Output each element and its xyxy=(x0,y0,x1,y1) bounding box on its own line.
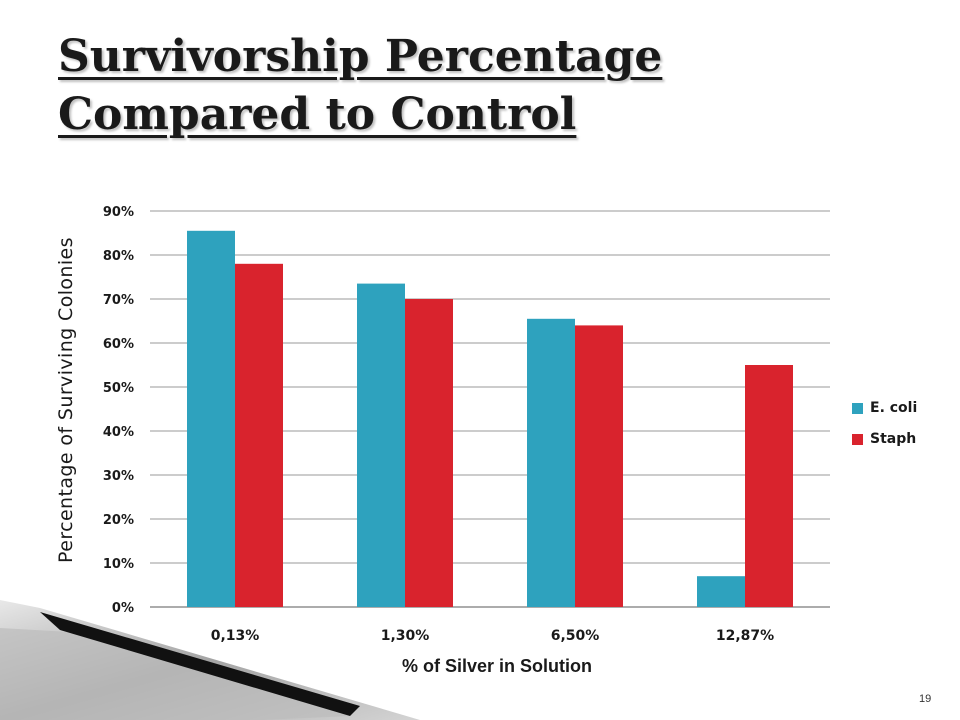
bar-ecoli xyxy=(187,230,235,608)
y-tick-label: 60% xyxy=(103,337,134,352)
bar-staph xyxy=(745,365,793,607)
legend-label-staph: Staph xyxy=(870,431,917,447)
legend-swatch-staph xyxy=(852,433,863,445)
bar-staph xyxy=(235,263,283,607)
title-line-1: Survivorship Percentage xyxy=(58,31,663,82)
x-axis-label: % of Silver in Solution xyxy=(401,656,593,676)
legend: E. coli Staph xyxy=(852,397,917,459)
legend-item-ecoli: E. coli xyxy=(852,397,917,419)
y-tick-label: 10% xyxy=(103,557,134,572)
y-tick-label: 40% xyxy=(103,425,134,440)
y-tick-label: 0% xyxy=(112,601,134,616)
y-tick-label: 90% xyxy=(103,205,134,220)
legend-item-staph: Staph xyxy=(852,428,917,450)
y-tick-label: 70% xyxy=(103,293,134,308)
y-tick-label: 80% xyxy=(103,249,134,264)
bar-staph xyxy=(405,299,453,607)
x-tick-label: 0,13% xyxy=(211,628,260,644)
bar-staph xyxy=(575,325,623,607)
x-tick-label: 1,30% xyxy=(381,628,430,644)
slide-title: Survivorship Percentage Compared to Cont… xyxy=(58,28,662,144)
bar-ecoli xyxy=(697,576,745,607)
legend-swatch-ecoli xyxy=(852,402,863,414)
y-tick-label: 50% xyxy=(103,381,134,396)
x-tick-label: 6,50% xyxy=(551,628,600,644)
title-line-2: Compared to Control xyxy=(58,89,577,140)
bar-ecoli xyxy=(357,283,405,607)
bar-ecoli xyxy=(527,318,575,607)
y-tick-label: 30% xyxy=(103,469,134,484)
legend-label-ecoli: E. coli xyxy=(870,400,918,416)
y-tick-label: 20% xyxy=(103,513,134,528)
x-tick-label: 12,87% xyxy=(716,628,774,644)
page-number: 19 xyxy=(919,693,932,705)
